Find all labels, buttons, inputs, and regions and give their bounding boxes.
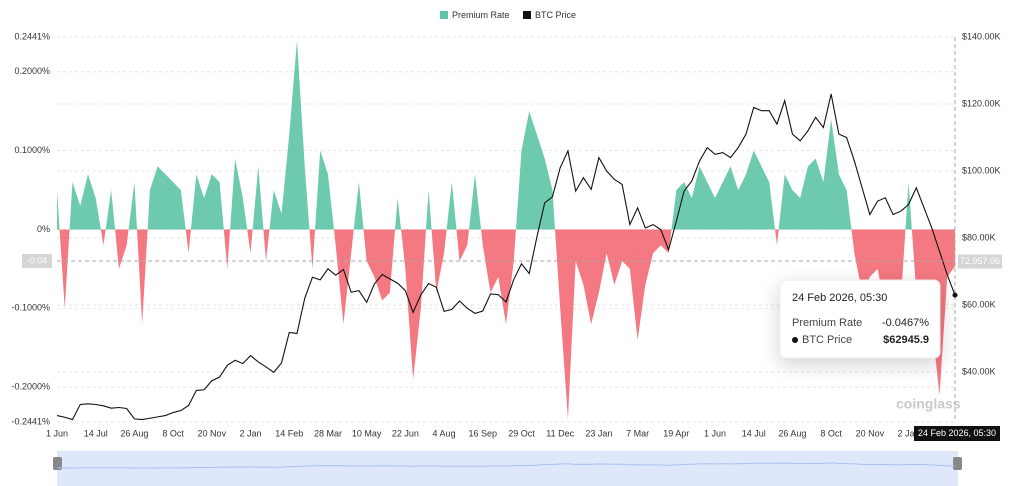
legend-label: BTC Price (535, 10, 576, 20)
x-tick-label: 28 Mar (314, 428, 342, 438)
tooltip: 24 Feb 2026, 05:30 Premium Rate -0.0467% BT… (779, 279, 941, 359)
y2-tick-label: $140.00K (962, 31, 1001, 41)
tooltip-name: Premium Rate (792, 317, 862, 329)
crosshair-x-label: 24 Feb 2026, 05:30 (918, 428, 996, 438)
tooltip-title: 24 Feb 2026, 05:30 (792, 292, 887, 304)
watermark: coinglass (896, 396, 961, 412)
navigator-band (57, 451, 958, 486)
x-tick-label: 16 Sep (469, 428, 498, 438)
x-tick-label: 8 Oct (162, 428, 184, 438)
y2-tick-label: $40.00K (962, 366, 996, 376)
legend-swatch (440, 11, 448, 19)
x-tick-label: 7 Mar (626, 428, 649, 438)
y-tick-label: 0.2000% (14, 66, 50, 76)
navigator-line (56, 462, 956, 469)
tooltip-value: -0.0467% (882, 317, 929, 329)
y-tick-label: 0.1000% (14, 145, 50, 155)
crosshair-y-label: -0.04 (27, 255, 48, 265)
tooltip-dot (792, 337, 798, 343)
x-tick-label: 14 Jul (84, 428, 108, 438)
y-tick-label: 0.2441% (14, 31, 50, 41)
y2-tick-label: $60.00K (962, 299, 996, 309)
price-point (952, 292, 958, 298)
crosshair-x-box (914, 426, 1000, 441)
x-tick-label: 14 Jul (742, 428, 766, 438)
y-tick-label: 0% (37, 224, 50, 234)
y-tick-label: -0.2000% (11, 382, 50, 392)
legend-swatch (523, 11, 531, 19)
y2-tick-label: $120.00K (962, 98, 1001, 108)
x-tick-label: 23 Jan (585, 428, 612, 438)
x-tick-label: 19 Apr (663, 428, 689, 438)
y-tick-label: -0.2441% (11, 416, 50, 426)
x-tick-label: 2 Jan (240, 428, 262, 438)
price-line (56, 93, 956, 421)
x-tick-label: 1 Jun (704, 428, 726, 438)
x-tick-label: 1 Jun (46, 428, 68, 438)
x-tick-label: 4 Aug (433, 428, 456, 438)
navigator[interactable] (53, 451, 962, 486)
crosshair-y2-label: 72,957.06 (960, 256, 1000, 266)
y2-tick-label: $100.00K (962, 165, 1001, 175)
x-tick-label: 26 Aug (778, 428, 806, 438)
x-tick-label: 10 May (352, 428, 382, 438)
navigator-handle[interactable] (953, 457, 962, 470)
x-tick-label: 2 Jan (898, 428, 920, 438)
x-tick-label: 11 Dec (546, 428, 574, 438)
crosshair-y2-box (958, 254, 1002, 269)
y2-tick-label: $80.00K (962, 232, 996, 242)
tooltip-name: BTC Price (802, 334, 852, 346)
tooltip-value: $62945.9 (883, 334, 929, 346)
x-tick-label: 14 Feb (275, 428, 303, 438)
crosshair-y-box (22, 254, 52, 269)
navigator-handle[interactable] (53, 457, 62, 470)
x-tick-label: 22 Jun (392, 428, 419, 438)
x-tick-label: 29 Oct (508, 428, 535, 438)
y-tick-label: -0.1000% (11, 303, 50, 313)
premium-area (57, 40, 955, 419)
legend-label: Premium Rate (452, 10, 510, 20)
x-tick-label: 20 Nov (856, 428, 885, 438)
x-tick-label: 20 Nov (198, 428, 227, 438)
tooltip-box (779, 279, 941, 359)
x-tick-label: 8 Oct (820, 428, 842, 438)
x-tick-label: 26 Aug (120, 428, 148, 438)
